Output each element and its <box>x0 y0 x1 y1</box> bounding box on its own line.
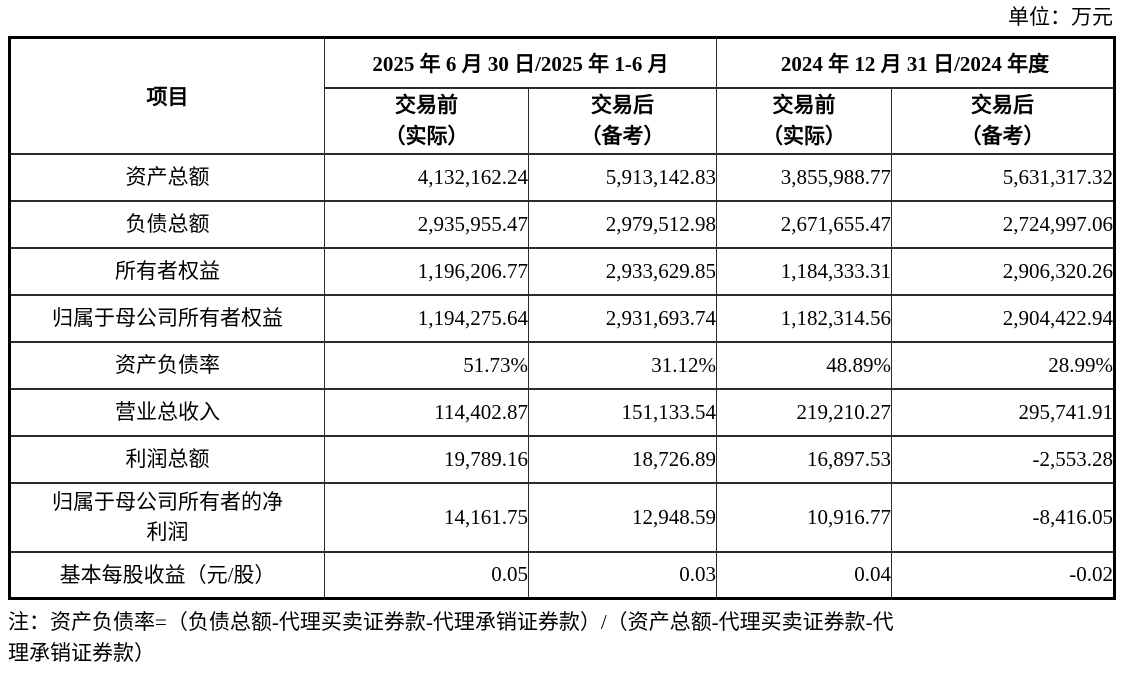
value-cell: 10,916.77 <box>716 481 893 553</box>
value-cell: 219,210.27 <box>716 387 893 437</box>
value-cell: 51.73% <box>324 340 529 390</box>
value-cell: 5,631,317.32 <box>891 152 1116 202</box>
period-header-2024: 2024 年 12 月 31 日/2024 年度 <box>716 36 1116 89</box>
table-row-basic-eps: 基本每股收益（元/股） 0.05 0.03 0.04 -0.02 <box>9 550 1116 600</box>
value-cell: -0.02 <box>891 550 1116 600</box>
value-cell: 0.04 <box>716 550 893 600</box>
value-cell: 0.03 <box>527 550 718 600</box>
value-cell: 14,161.75 <box>324 481 529 553</box>
value-cell: 48.89% <box>716 340 893 390</box>
group-header-row: 项目 2025 年 6 月 30 日/2025 年 1-6 月 2024 年 1… <box>9 36 1116 155</box>
period-header-2025: 2025 年 6 月 30 日/2025 年 1-6 月 <box>323 36 718 89</box>
footnote: 注：资产负债率=（负债总额-代理买卖证券款-代理承销证券款）/（资产总额-代理买… <box>8 610 894 665</box>
value-cell: 28.99% <box>891 340 1116 390</box>
value-cell: 5,913,142.83 <box>527 152 718 202</box>
value-cell: 18,726.89 <box>527 434 718 484</box>
row-label: 负债总额 <box>9 199 325 249</box>
row-label: 归属于母公司所有者的净 利润 <box>9 481 325 553</box>
sub-header-row: 交易前 （实际） 交易后 （备考） 交易前 （实际） 交易后 （备考） <box>10 86 1116 155</box>
value-cell: 16,897.53 <box>716 434 893 484</box>
table-row-debt-ratio: 资产负债率 51.73% 31.12% 48.89% 28.99% <box>9 340 1116 390</box>
value-cell: 2,904,422.94 <box>891 293 1116 343</box>
value-cell: 0.05 <box>324 550 529 600</box>
subheader-pre-actual-2025: 交易前 （实际） <box>324 86 529 155</box>
value-cell: 151,133.54 <box>527 387 718 437</box>
subheader-post-proforma-2025: 交易后 （备考） <box>527 86 718 155</box>
value-cell: -2,553.28 <box>891 434 1116 484</box>
table-row-net-profit-attributable-to-parent: 归属于母公司所有者的净 利润 14,161.75 12,948.59 10,91… <box>9 481 1116 553</box>
value-cell: 1,196,206.77 <box>324 246 529 296</box>
row-label: 资产总额 <box>9 152 325 202</box>
value-cell: 1,182,314.56 <box>716 293 893 343</box>
table-row-total-operating-revenue: 营业总收入 114,402.87 151,133.54 219,210.27 2… <box>9 387 1116 437</box>
row-label: 基本每股收益（元/股） <box>9 550 325 600</box>
table-row-total-assets: 资产总额 4,132,162.24 5,913,142.83 3,855,988… <box>9 152 1116 202</box>
value-cell: 2,671,655.47 <box>716 199 893 249</box>
item-column-header: 项目 <box>9 36 325 155</box>
table-row-total-profit: 利润总额 19,789.16 18,726.89 16,897.53 -2,55… <box>9 434 1116 484</box>
value-cell: 12,948.59 <box>527 481 718 553</box>
value-cell: 3,855,988.77 <box>716 152 893 202</box>
value-cell: 114,402.87 <box>324 387 529 437</box>
value-cell: 2,935,955.47 <box>324 199 529 249</box>
value-cell: 295,741.91 <box>891 387 1116 437</box>
value-cell: 2,979,512.98 <box>527 199 718 249</box>
subheader-post-proforma-2024: 交易后 （备考） <box>891 86 1116 155</box>
table-row-equity-attributable-to-parent: 归属于母公司所有者权益 1,194,275.64 2,931,693.74 1,… <box>9 293 1116 343</box>
value-cell: 4,132,162.24 <box>324 152 529 202</box>
value-cell: 2,931,693.74 <box>527 293 718 343</box>
row-label: 资产负债率 <box>9 340 325 390</box>
subheader-pre-actual-2024: 交易前 （实际） <box>716 86 893 155</box>
value-cell: 1,194,275.64 <box>324 293 529 343</box>
value-cell: -8,416.05 <box>891 481 1116 553</box>
row-label: 利润总额 <box>9 434 325 484</box>
value-cell: 2,933,629.85 <box>527 246 718 296</box>
value-cell: 19,789.16 <box>324 434 529 484</box>
row-label: 营业总收入 <box>9 387 325 437</box>
row-label: 所有者权益 <box>9 246 325 296</box>
value-cell: 2,906,320.26 <box>891 246 1116 296</box>
value-cell: 2,724,997.06 <box>891 199 1116 249</box>
unit-label: 单位：万元 <box>1008 5 1113 29</box>
table-row-owners-equity: 所有者权益 1,196,206.77 2,933,629.85 1,184,33… <box>9 246 1116 296</box>
value-cell: 1,184,333.31 <box>716 246 893 296</box>
value-cell: 31.12% <box>527 340 718 390</box>
table-row-total-liabilities: 负债总额 2,935,955.47 2,979,512.98 2,671,655… <box>9 199 1116 249</box>
pro-forma-financials-table: 项目 2025 年 6 月 30 日/2025 年 1-6 月 2024 年 1… <box>8 36 1117 600</box>
row-label: 归属于母公司所有者权益 <box>9 293 325 343</box>
